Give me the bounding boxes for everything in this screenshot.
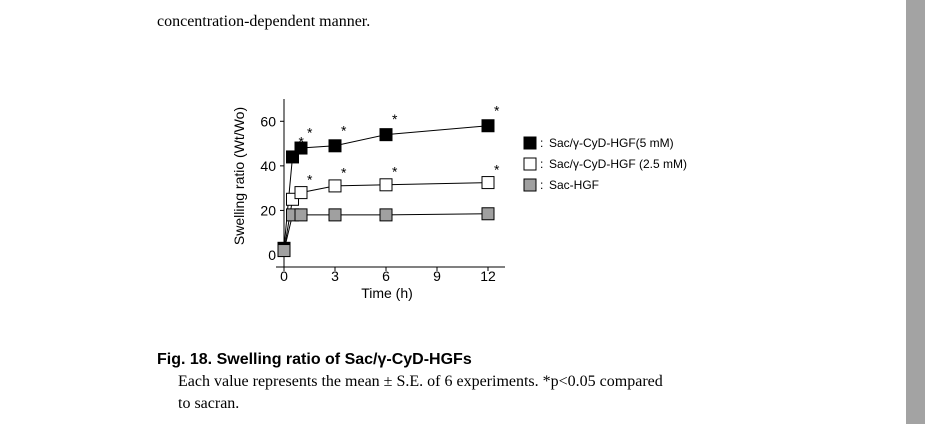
marker	[481, 207, 495, 221]
marker	[328, 139, 342, 153]
caption-line: to sacran.	[178, 395, 239, 412]
significance-marker: *	[307, 125, 313, 141]
significance-marker: *	[307, 171, 313, 187]
significance-marker: *	[341, 165, 347, 181]
marker	[328, 208, 342, 222]
marker	[294, 186, 308, 200]
significance-marker: *	[392, 164, 398, 180]
x-tick-label: 12	[480, 268, 496, 284]
marker	[379, 208, 393, 222]
y-tick-label: 60	[260, 113, 276, 129]
marker	[481, 176, 495, 190]
legend-label: Sac/γ-CyD-HGF (2.5 mM)	[549, 157, 687, 171]
significance-marker: *	[494, 102, 500, 118]
y-tick-label: 0	[268, 247, 276, 263]
y-tick-label: 40	[260, 158, 276, 174]
x-tick-label: 3	[331, 268, 339, 284]
significance-marker: *	[299, 133, 305, 149]
marker	[294, 141, 308, 155]
x-tick-label: 6	[382, 268, 390, 284]
marker	[294, 208, 308, 222]
x-tick-label: 0	[280, 268, 288, 284]
legend-colon: :	[540, 178, 543, 192]
series-line	[283, 182, 489, 251]
marker	[481, 119, 495, 133]
y-axis-label: Swelling ratio (Wt/Wo)	[231, 107, 247, 245]
marker	[379, 128, 393, 142]
body-text: concentration-dependent manner.	[157, 13, 370, 30]
y-tick-label: 20	[260, 202, 276, 218]
series-line	[283, 125, 489, 249]
marker	[328, 179, 342, 193]
x-tick-label: 9	[433, 268, 441, 284]
marker	[277, 244, 291, 258]
significance-marker: *	[341, 122, 347, 138]
side-margin	[906, 0, 925, 424]
caption-line: Each value represents the mean ± S.E. of…	[178, 373, 663, 390]
significance-marker: *	[494, 161, 500, 177]
legend-colon: :	[540, 136, 543, 150]
legend-colon: :	[540, 157, 543, 171]
x-axis-label: Time (h)	[361, 285, 413, 301]
legend-label: Sac/γ-CyD-HGF(5 mM)	[549, 136, 674, 150]
legend-swatch	[523, 136, 537, 150]
legend-label: Sac-HGF	[549, 178, 599, 192]
marker	[379, 178, 393, 192]
caption-title: Fig. 18. Swelling ratio of Sac/γ-CyD-HGF…	[157, 351, 472, 368]
significance-marker: *	[392, 111, 398, 127]
legend-swatch	[523, 157, 537, 171]
legend-swatch	[523, 178, 537, 192]
